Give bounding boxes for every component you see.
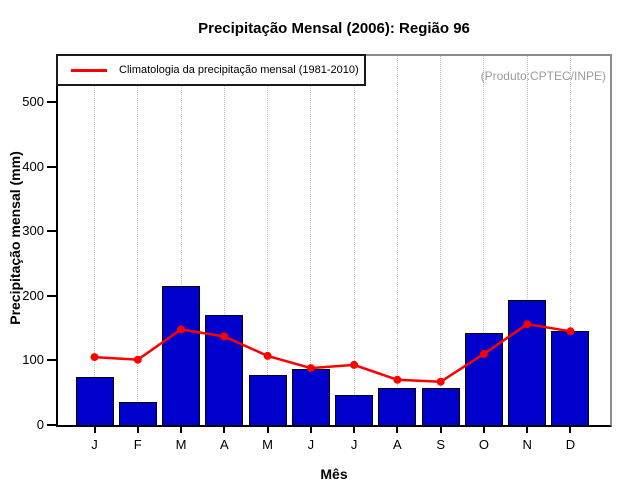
climatology-point-S-9 <box>436 377 445 386</box>
y-tick-400 <box>47 165 56 168</box>
y-tick-100 <box>47 359 56 362</box>
x-tick-label-J-6: J <box>307 437 315 452</box>
x-tick-3 <box>180 427 183 433</box>
x-tick-1 <box>93 427 96 433</box>
bar-J-7 <box>335 395 374 425</box>
climatology-point-J-1 <box>90 353 99 362</box>
climatology-line-layer <box>90 320 575 386</box>
x-tick-label-D-12: D <box>565 437 576 452</box>
climatology-point-F-2 <box>133 355 142 364</box>
climatology-point-N-11 <box>523 320 532 329</box>
x-tick-label-J-7: J <box>350 437 358 452</box>
climatology-point-J-7 <box>350 360 359 369</box>
climatology-point-M-3 <box>177 325 185 334</box>
climatology-point-D-12 <box>566 327 575 336</box>
x-axis-label: Mês <box>320 466 348 482</box>
grid-line <box>483 56 485 425</box>
bar-M-3 <box>162 286 201 425</box>
x-tick-4 <box>223 427 226 433</box>
bar-F-2 <box>118 402 157 425</box>
climatology-point-A-4 <box>220 332 229 341</box>
legend: Climatologia da precipitação mensal (198… <box>56 54 366 86</box>
x-tick-11 <box>526 427 529 433</box>
x-tick-label-M-5: M <box>262 437 273 452</box>
climatology-point-J-6 <box>306 364 315 373</box>
x-tick-8 <box>396 427 399 433</box>
bar-A-8 <box>378 388 417 425</box>
x-tick-9 <box>439 427 442 433</box>
grid-line <box>267 56 269 425</box>
grid-line <box>94 56 95 425</box>
bar-S-9 <box>421 388 460 425</box>
x-tick-label-S-9: S <box>436 437 445 452</box>
legend-label: Climatologia da precipitação mensal (198… <box>119 64 359 76</box>
grid-line <box>353 56 355 425</box>
legend-line-sample <box>71 68 107 72</box>
climatology-point-M-5 <box>263 351 272 360</box>
y-tick-label-200: 200 <box>22 287 44 303</box>
x-tick-5 <box>266 427 269 433</box>
y-tick-0 <box>47 424 56 426</box>
x-tick-12 <box>569 427 572 433</box>
x-tick-label-A-4: A <box>219 437 229 452</box>
bar-M-5 <box>248 375 287 425</box>
y-tick-label-300: 300 <box>22 223 44 239</box>
y-tick-500 <box>47 100 56 103</box>
y-tick-label-100: 100 <box>22 352 44 368</box>
plot-area <box>56 54 612 427</box>
x-tick-6 <box>309 427 312 433</box>
grid-line <box>310 56 312 425</box>
x-tick-2 <box>136 427 139 433</box>
x-tick-label-J-1: J <box>91 437 98 452</box>
x-tick-7 <box>353 427 356 433</box>
y-tick-label-400: 400 <box>22 158 44 174</box>
bar-J-6 <box>291 369 330 425</box>
grid-line <box>526 56 528 425</box>
grid-line <box>569 56 571 425</box>
y-tick-200 <box>47 294 56 297</box>
grid-line <box>396 56 398 425</box>
chart-title: Precipitação Mensal (2006): Região 96 <box>198 20 470 37</box>
grid-line <box>223 56 225 425</box>
bar-J-1 <box>75 377 114 425</box>
grid-line <box>137 56 139 425</box>
y-tick-label-0: 0 <box>36 417 44 432</box>
bar-O-10 <box>464 333 503 425</box>
x-tick-label-M-3: M <box>175 437 187 452</box>
x-tick-label-A-8: A <box>393 437 402 452</box>
x-tick-10 <box>482 427 485 433</box>
y-tick-label-500: 500 <box>22 93 44 109</box>
climatology-line <box>94 322 571 383</box>
bar-D-12 <box>551 331 590 425</box>
watermark-produto: (Produto:CPTEC/INPE) <box>480 69 606 83</box>
climatology-point-O-10 <box>479 349 488 358</box>
y-tick-300 <box>47 230 56 233</box>
x-tick-label-N-11: N <box>522 437 532 452</box>
x-tick-label-F-2: F <box>133 437 142 452</box>
grid-line <box>180 56 182 425</box>
climatology-point-A-8 <box>393 375 402 384</box>
grid-line <box>440 56 442 425</box>
x-tick-label-O-10: O <box>478 437 489 452</box>
